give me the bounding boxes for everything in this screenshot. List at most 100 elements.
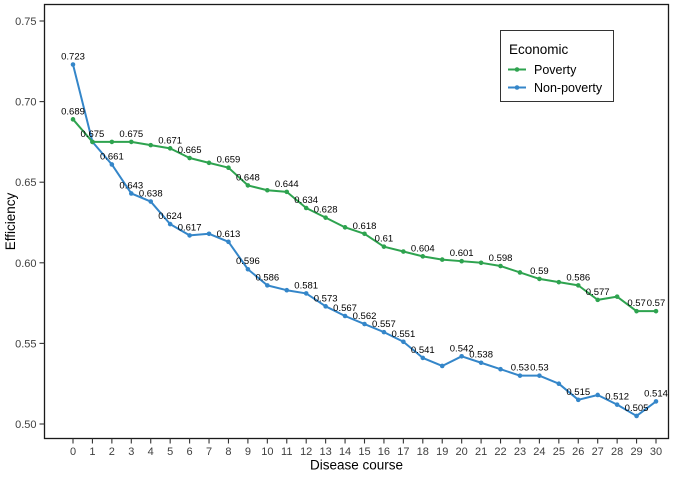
data-point	[129, 139, 134, 145]
data-point	[342, 225, 348, 230]
x-tick-label: 19	[436, 446, 448, 458]
y-axis: 0.50 0.55 0.60 0.65 0.70 0.75 Efficiency	[3, 16, 45, 431]
x-tick-label: 25	[553, 446, 565, 458]
data-point	[498, 366, 503, 372]
data-point-label: 0.567	[333, 303, 357, 314]
y-tick-label: 0.60	[15, 258, 36, 270]
data-point-label: 0.601	[450, 248, 474, 259]
data-point-label: 0.661	[100, 151, 124, 162]
data-point	[381, 329, 387, 335]
data-point-label: 0.577	[586, 287, 610, 298]
data-point	[362, 231, 367, 237]
data-point	[575, 283, 581, 288]
data-point-label: 0.665	[178, 145, 202, 156]
data-point	[478, 260, 484, 266]
x-tick-label: 3	[128, 446, 134, 458]
data-point	[167, 221, 173, 227]
data-point	[323, 304, 328, 309]
data-point	[342, 313, 348, 319]
data-point-label: 0.53	[511, 363, 530, 374]
data-point	[381, 244, 387, 249]
data-point	[129, 191, 134, 196]
data-point-label: 0.581	[294, 280, 318, 291]
legend-entry-label: Non-poverty	[534, 81, 603, 95]
x-tick-label: 27	[592, 446, 604, 458]
data-point	[265, 283, 270, 288]
data-point	[109, 139, 115, 145]
data-point	[595, 392, 600, 398]
data-point	[537, 373, 542, 378]
data-point	[498, 263, 503, 269]
x-axis-title: Disease course	[310, 458, 403, 473]
data-point-label: 0.675	[119, 129, 143, 140]
x-tick-label: 9	[245, 446, 251, 458]
x-tick-label: 14	[339, 446, 351, 458]
data-point	[226, 239, 231, 245]
legend-box	[500, 30, 614, 102]
data-point-label: 0.538	[469, 350, 493, 361]
data-point	[148, 142, 154, 148]
data-point	[459, 353, 464, 359]
data-point	[226, 165, 231, 170]
data-point	[420, 355, 426, 361]
data-point	[575, 397, 581, 403]
legend-key-point	[514, 67, 520, 72]
data-point-label: 0.643	[119, 180, 143, 191]
data-point-label: 0.53	[530, 363, 549, 374]
data-point-label: 0.61	[375, 234, 394, 245]
data-point	[187, 155, 192, 161]
legend-key-point	[514, 85, 520, 90]
x-axis: 0 1 2 3 4 5 6 7 8 9 10 11 12 13 14 15 16 17 18 19 20 21 22 23 24…	[70, 438, 662, 473]
data-point-label: 0.659	[217, 155, 241, 166]
data-point-label: 0.514	[644, 388, 668, 399]
x-tick-label: 1	[89, 446, 95, 458]
y-tick-label: 0.65	[15, 177, 36, 189]
x-tick-label: 21	[475, 446, 487, 458]
data-point-label: 0.512	[605, 392, 629, 403]
data-point-label: 0.634	[294, 195, 318, 206]
data-point	[517, 373, 523, 378]
data-point	[459, 258, 464, 264]
x-tick-label: 12	[300, 446, 312, 458]
data-point	[148, 199, 154, 204]
data-point-label: 0.604	[411, 243, 435, 254]
data-point-label: 0.541	[411, 345, 435, 356]
data-point	[90, 139, 95, 145]
x-tick-label: 26	[572, 446, 584, 458]
data-point	[362, 321, 367, 327]
data-point-label: 0.59	[530, 266, 549, 277]
data-point-label: 0.671	[158, 135, 182, 146]
legend-entry-label: Poverty	[534, 63, 577, 77]
data-point	[595, 297, 600, 303]
data-point	[614, 294, 620, 299]
data-point-label: 0.505	[625, 403, 649, 414]
legend: Economic Poverty Non-poverty	[500, 30, 614, 102]
x-tick-label: 20	[456, 446, 468, 458]
data-point	[634, 413, 639, 419]
data-point	[70, 62, 76, 67]
x-tick-label: 28	[611, 446, 623, 458]
data-point-label: 0.723	[61, 52, 85, 63]
data-point	[556, 279, 562, 285]
x-tick-label: 23	[514, 446, 526, 458]
x-tick-label: 18	[417, 446, 429, 458]
data-point	[556, 381, 562, 387]
legend-title: Economic	[509, 42, 569, 57]
data-point-label: 0.57	[627, 298, 646, 309]
x-tick-label: 15	[358, 446, 370, 458]
data-point-label: 0.638	[139, 189, 163, 200]
x-tick-label: 16	[378, 446, 390, 458]
data-point	[401, 339, 406, 345]
x-tick-label: 30	[650, 446, 662, 458]
data-point	[537, 276, 542, 282]
data-point-label: 0.675	[81, 129, 105, 140]
x-tick-label: 8	[225, 446, 231, 458]
x-tick-label: 0	[70, 446, 76, 458]
data-point-label: 0.628	[314, 205, 338, 216]
data-point-label: 0.617	[178, 222, 202, 233]
y-tick-label: 0.50	[15, 419, 36, 431]
x-tick-label: 13	[320, 446, 332, 458]
data-point	[284, 287, 290, 293]
data-point	[614, 402, 620, 407]
